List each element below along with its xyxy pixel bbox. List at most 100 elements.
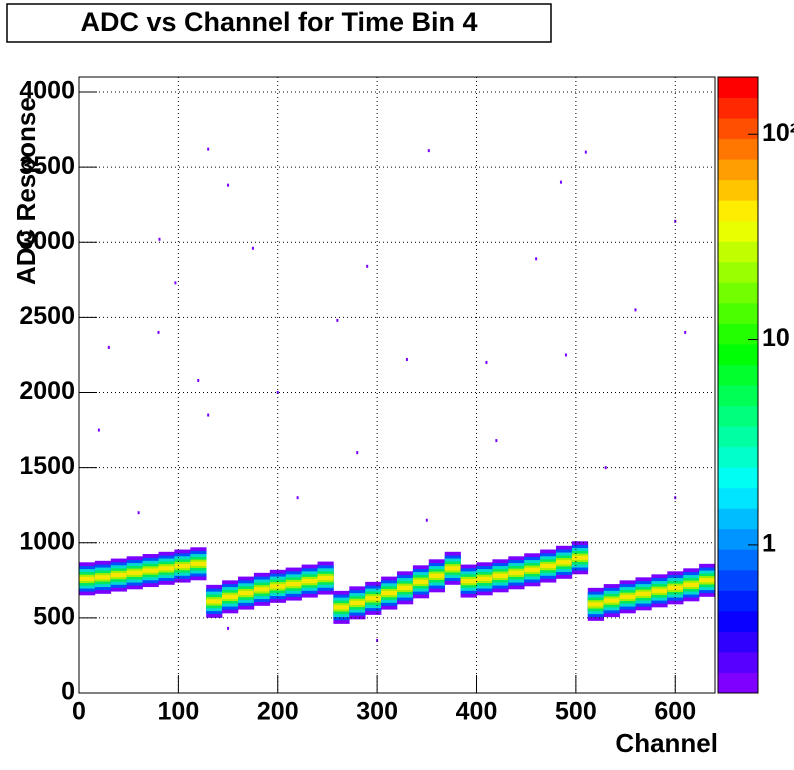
outlier-cell [604, 466, 607, 470]
heat-cell [540, 563, 557, 569]
x-tick-label: 600 [654, 698, 696, 726]
color-bar-step [718, 426, 758, 448]
color-bar-step [718, 200, 758, 222]
heat-cell [174, 563, 191, 569]
outlier-cell [684, 330, 687, 334]
plot-layer [79, 147, 716, 642]
color-bar-step [718, 364, 758, 386]
outlier-cell [564, 353, 567, 357]
color-bar-step [718, 159, 758, 181]
color-bar-step [718, 220, 758, 242]
color-bar-step [718, 487, 758, 509]
color-bar-step [718, 97, 758, 119]
x-tick-label: 300 [356, 698, 398, 726]
z-tick-label: 1 [762, 530, 776, 558]
heat-cell [126, 570, 143, 575]
x-tick-label: 100 [158, 698, 200, 726]
heat-cell [190, 561, 207, 566]
outlier-cell [251, 246, 254, 250]
x-tick-label: 0 [72, 698, 86, 726]
x-tick-label: 400 [456, 698, 498, 726]
outlier-cell [174, 281, 177, 285]
y-tick-label: 2500 [19, 302, 75, 330]
y-axis-label: ADC Response [11, 97, 41, 285]
heat-cell [253, 587, 271, 592]
heat-cell [397, 585, 414, 590]
heat-cell [158, 566, 175, 571]
color-bar-step [718, 569, 758, 591]
outlier-cell [336, 318, 339, 322]
color-bar-step [718, 651, 758, 673]
color-bar-step [718, 302, 758, 324]
y-tick-label: 1000 [19, 527, 75, 555]
color-bar-step [718, 179, 758, 201]
outlier-cell [227, 626, 230, 630]
outlier-cell [495, 439, 498, 443]
z-tick-label: 10² [762, 119, 794, 147]
outlier-cell [535, 257, 538, 261]
outlier-cell [485, 360, 488, 364]
heat-cell [79, 576, 96, 581]
color-bar-step [718, 261, 758, 283]
heat-cell [651, 588, 668, 593]
color-bar-step [718, 672, 758, 694]
x-axis-label: Channel [615, 728, 718, 758]
outlier-cell [296, 496, 299, 500]
plot-frame [78, 76, 716, 694]
color-bar-step [718, 241, 758, 263]
outlier-cell [157, 330, 160, 334]
heat-cell [619, 594, 636, 599]
outlier-cell [634, 308, 637, 312]
color-bar-step [718, 631, 758, 653]
outlier-cell [376, 638, 379, 642]
heat-cell [428, 573, 445, 578]
outlier-cell [366, 264, 369, 268]
y-tick-label: 500 [33, 602, 75, 630]
outlier-cell [276, 391, 279, 395]
heat-cell [699, 578, 716, 583]
outlier-cell [97, 428, 100, 432]
color-bar-step [718, 343, 758, 365]
outlier-cell [425, 518, 428, 522]
outlier-cell [356, 451, 359, 455]
color-bar-step [718, 77, 758, 99]
color-bar-frame [717, 76, 759, 694]
heat-cell [571, 555, 589, 560]
x-tick-label: 200 [257, 698, 299, 726]
heat-cell [285, 581, 302, 587]
y-tick-label: 1500 [19, 452, 75, 480]
title-box [6, 3, 552, 43]
heat-cell [94, 575, 112, 580]
color-bar-step [718, 590, 758, 612]
color-bar-step [718, 323, 758, 345]
heat-cell [142, 568, 159, 573]
color-bar-step [718, 528, 758, 550]
heat-cell [635, 591, 652, 596]
outlier-cell [584, 150, 587, 154]
heat-cell [476, 576, 493, 581]
heat-cell [412, 579, 430, 584]
heat-cell [333, 605, 350, 610]
outlier-cell [158, 237, 161, 241]
heat-cell [683, 582, 700, 587]
heat-cell [508, 570, 525, 575]
heat-cell [110, 572, 127, 578]
z-tick-label: 10 [762, 324, 790, 352]
y-tick-label: 3000 [19, 227, 75, 255]
outlier-cell [227, 183, 230, 187]
heat-cell [317, 575, 334, 581]
heat-cell [269, 584, 286, 589]
color-bar-step [718, 610, 758, 632]
color-bar-step [718, 446, 758, 468]
heat-cell [365, 596, 382, 601]
heat-cell [238, 590, 255, 596]
color-bar-step [718, 405, 758, 427]
outlier-cell [427, 149, 430, 153]
y-tick-label: 2000 [19, 377, 75, 405]
heat-cell [444, 566, 461, 571]
heat-cell [222, 594, 239, 599]
heat-cell [556, 560, 573, 565]
outlier-cell [137, 511, 140, 515]
heat-cell [301, 578, 318, 584]
